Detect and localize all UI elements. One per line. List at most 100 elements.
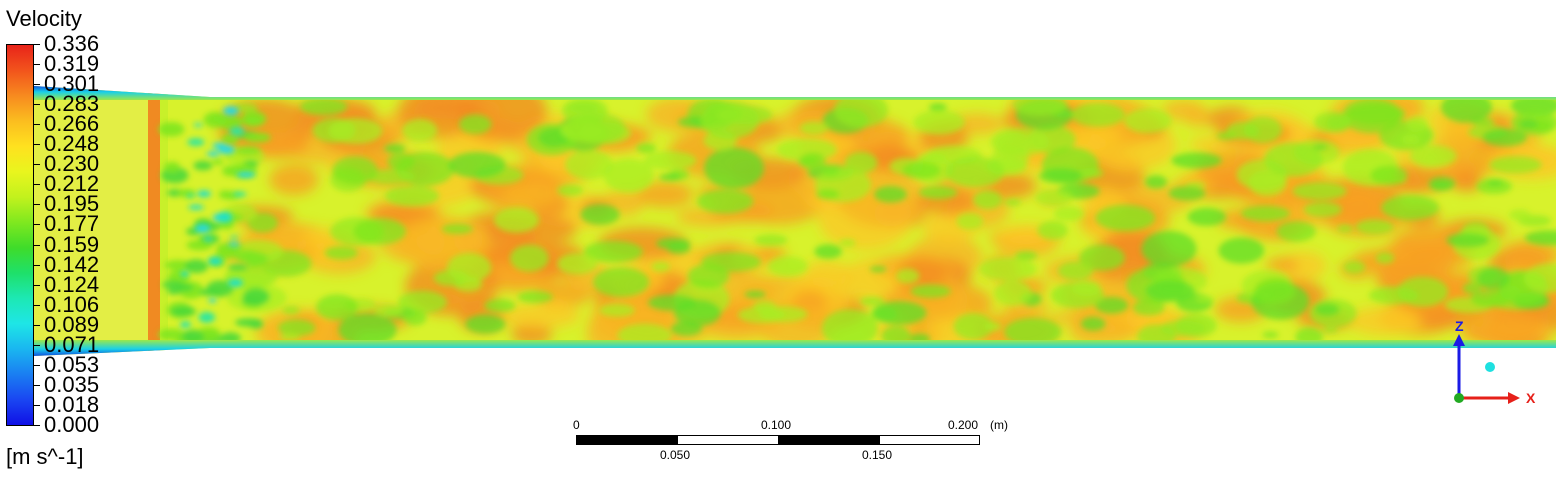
contour-blob	[1094, 297, 1129, 314]
contour-blob	[1370, 165, 1408, 185]
contour-blob	[869, 266, 887, 273]
contour-blob	[1071, 280, 1101, 297]
scale-label-0100: 0.100	[761, 418, 792, 432]
contour-blob	[277, 319, 316, 337]
contour-blob	[973, 190, 1003, 210]
view-point-marker	[1485, 362, 1495, 372]
contour-blob	[599, 303, 635, 317]
contour-blob	[1175, 313, 1217, 338]
contour-blob	[1315, 303, 1340, 316]
contour-blob	[1132, 299, 1165, 316]
contour-blob	[557, 253, 598, 275]
contour-blob	[667, 242, 691, 254]
contour-blob	[1510, 94, 1556, 117]
contour-blob	[953, 313, 993, 340]
contour-blob	[918, 186, 958, 199]
contour-blob	[194, 123, 203, 127]
contour-blob	[235, 146, 261, 155]
top-wall-boundary-layer	[34, 86, 1556, 100]
contour-blob	[799, 121, 829, 135]
contour-blob	[874, 186, 907, 203]
contour-blob	[227, 264, 248, 271]
contour-blob	[1015, 251, 1038, 261]
contour-blob	[1463, 307, 1543, 349]
contour-blob	[1462, 282, 1482, 294]
scale-segment-2	[677, 435, 779, 445]
scale-label-0200: 0.200	[948, 418, 979, 432]
contour-blob	[158, 328, 185, 341]
contour-blob	[902, 161, 941, 179]
contour-blob	[1348, 306, 1422, 336]
contour-blob	[198, 288, 222, 296]
low-velocity-blobs	[158, 92, 1556, 351]
contour-blob	[797, 156, 819, 166]
scale-label-0: 0	[573, 418, 580, 432]
contour-blob	[1035, 189, 1072, 206]
contour-blob	[223, 106, 239, 116]
contour-blob	[324, 246, 358, 260]
contour-blob	[580, 204, 620, 225]
contour-blob	[1075, 167, 1104, 179]
contour-blob	[185, 193, 195, 198]
contour-blob	[229, 126, 245, 136]
contour-blob	[1452, 172, 1483, 192]
contour-blob	[459, 114, 492, 135]
scale-label-0050: 0.050	[660, 448, 691, 462]
contour-blob	[918, 153, 946, 163]
scale-segment-3	[778, 435, 880, 445]
contour-blob	[1241, 205, 1290, 222]
contour-blob	[1441, 92, 1492, 123]
contour-blob	[279, 333, 300, 341]
contour-blob	[316, 294, 358, 321]
contour-blob	[697, 189, 754, 214]
contour-blob	[1037, 220, 1068, 240]
contour-blob	[1168, 186, 1206, 201]
contour-blob	[243, 132, 271, 143]
contour-blob	[385, 185, 440, 207]
contour-blob	[1265, 256, 1299, 273]
contour-blob	[499, 302, 581, 329]
contour-blob	[979, 257, 1037, 281]
vortex-blobs	[180, 106, 256, 328]
contour-blob	[1141, 230, 1197, 267]
contour-blob	[603, 158, 654, 193]
contour-blob	[1004, 317, 1062, 346]
contour-blob	[193, 160, 213, 171]
contour-blob	[227, 278, 243, 287]
contour-blob	[1124, 108, 1172, 133]
axis-triad-graphic	[1453, 334, 1520, 404]
contour-blob	[186, 239, 213, 251]
contour-blob	[167, 288, 182, 295]
contour-blob	[1486, 180, 1504, 186]
contour-blob	[1187, 207, 1227, 226]
z-axis-arrowhead	[1453, 334, 1465, 346]
contour-blob	[557, 184, 583, 196]
contour-blob	[206, 151, 220, 157]
contour-blob	[1095, 204, 1156, 231]
contour-blob	[636, 143, 657, 154]
contour-blob	[1501, 239, 1556, 270]
contour-blob	[984, 321, 1002, 332]
legend-colorbar	[6, 44, 34, 426]
contour-blob	[211, 159, 224, 165]
contour-blob	[236, 171, 256, 178]
contour-blob	[753, 300, 777, 313]
contour-blob	[158, 122, 185, 137]
contour-blob	[1477, 267, 1510, 290]
contour-blob	[1070, 102, 1125, 127]
contour-blob	[659, 173, 681, 181]
contour-blob	[1145, 175, 1168, 189]
contour-blob	[234, 249, 260, 263]
contour-blob	[896, 268, 920, 284]
contour-blob	[403, 310, 427, 326]
scale-label-0150: 0.150	[862, 448, 893, 462]
contour-blob	[233, 103, 258, 113]
contour-blob	[465, 314, 506, 334]
contour-blob	[716, 105, 773, 125]
x-axis-label: X	[1526, 390, 1536, 406]
contour-blob	[187, 138, 205, 147]
contour-blob	[373, 304, 404, 317]
contour-blob	[1218, 237, 1265, 264]
contour-blob	[839, 239, 856, 247]
